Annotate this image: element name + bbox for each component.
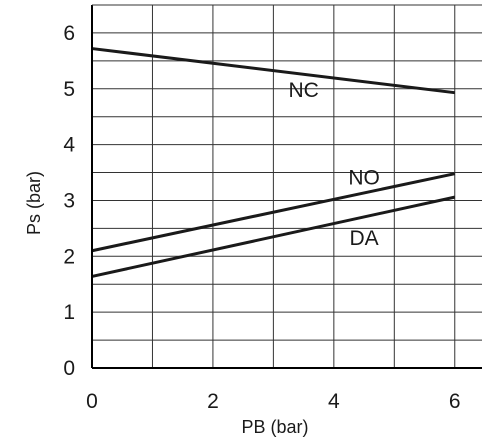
x-tick-labels: 0 2 4 6 (86, 390, 460, 413)
y-tick-label: 5 (63, 78, 75, 101)
y-tick-label: 3 (63, 189, 75, 212)
plot-frame (91, 4, 482, 369)
y-tick-label: 1 (63, 301, 75, 324)
series-line-da (91, 195, 456, 278)
y-tick-label: 2 (63, 245, 75, 268)
series-line-no (91, 172, 456, 253)
x-tick-label: 2 (207, 390, 219, 413)
series-label-no: NO (348, 166, 380, 189)
x-tick-label: 4 (328, 390, 340, 413)
series-label-nc: NC (288, 79, 318, 102)
grid (91, 4, 482, 369)
series-label-da: DA (349, 227, 378, 250)
x-axis-label: PB (bar) (241, 417, 308, 437)
y-axis-label: Ps (bar) (24, 171, 44, 235)
series-labels: NC NO DA (288, 79, 379, 250)
x-tick-label: 0 (86, 390, 98, 413)
y-tick-label: 4 (63, 134, 75, 157)
x-tick-label: 6 (449, 390, 461, 413)
y-tick-label: 6 (63, 22, 75, 45)
series-line-nc (91, 47, 455, 95)
y-tick-labels: 0 1 2 3 4 5 6 (63, 22, 75, 380)
y-tick-label: 0 (63, 357, 75, 380)
series-lines (91, 47, 456, 278)
